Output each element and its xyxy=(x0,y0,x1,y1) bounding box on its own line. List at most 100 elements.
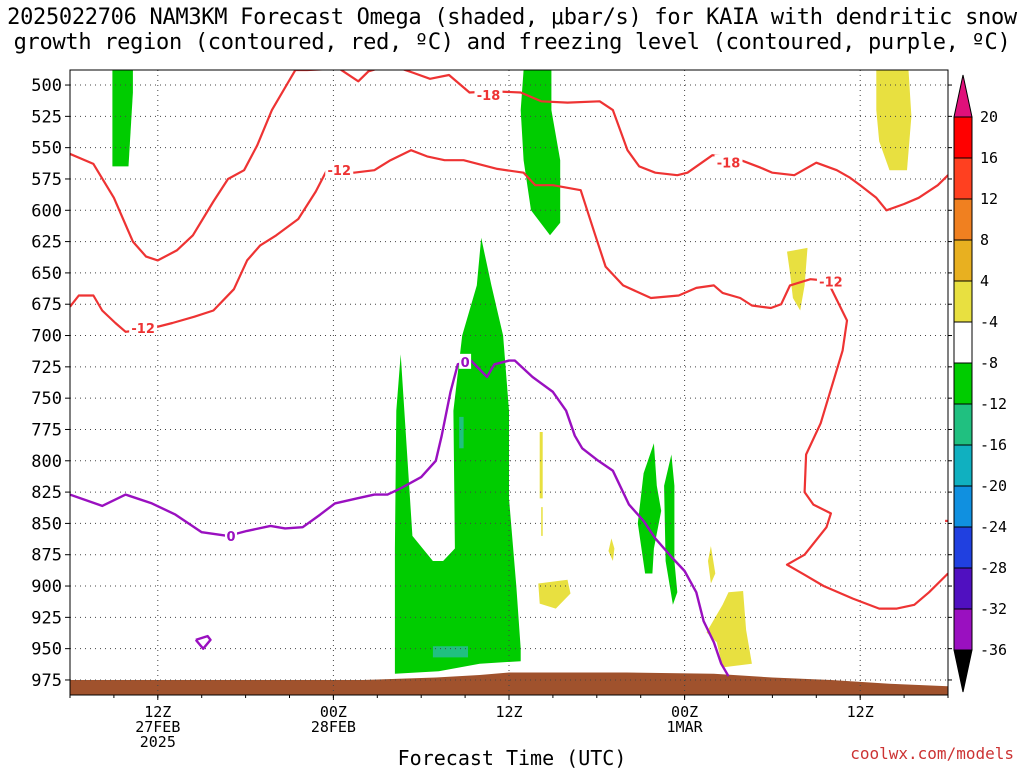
x-tick-label-42-1: 1MAR xyxy=(667,718,704,736)
colorbar-band-0 xyxy=(953,116,973,159)
colorbar-label-1: 16 xyxy=(980,149,998,167)
colorbar-band-12 xyxy=(953,608,973,651)
omega-region-0 xyxy=(112,70,133,167)
colorbar-band-1 xyxy=(953,157,973,200)
contour-label-bg-2 xyxy=(325,162,354,178)
x-tick-label-42-0: 00Z xyxy=(671,703,698,721)
omega-region-3 xyxy=(637,443,662,574)
contour-label-bg-6 xyxy=(224,527,237,543)
x-tick-label-6-0: 12Z xyxy=(144,703,171,721)
colorbar-band-2 xyxy=(953,198,973,241)
x-axis-title: Forecast Time (UTC) xyxy=(397,746,627,770)
omega-region-5 xyxy=(459,416,464,449)
y-tick-label-575: 575 xyxy=(31,170,62,190)
y-tick-label-650: 650 xyxy=(31,264,62,284)
x-tick-label-6-1: 27FEB xyxy=(135,718,180,736)
colorbar-band-8 xyxy=(953,444,973,487)
colorbar-band-6 xyxy=(953,362,973,405)
contour-label-bg-0 xyxy=(474,87,503,103)
y-tick-label-950: 950 xyxy=(31,640,62,660)
omega-shading-layer xyxy=(112,70,912,674)
contour-label-bg-4 xyxy=(816,273,845,289)
colorbar-label-0: 20 xyxy=(980,108,998,126)
y-tick-label-725: 725 xyxy=(31,358,62,378)
freezing-level-line-1 xyxy=(194,634,212,650)
contour-label-bg-5 xyxy=(459,353,472,369)
y-tick-label-900: 900 xyxy=(31,577,62,597)
contour-label-layer: -18 -18 -12 -12 -12 0 0 xyxy=(129,87,845,545)
colorbar-label-2: 12 xyxy=(980,190,998,208)
y-tick-label-975: 975 xyxy=(31,671,62,691)
omega-region-13 xyxy=(708,546,716,584)
y-tick-label-675: 675 xyxy=(31,295,62,315)
y-tick-label-825: 825 xyxy=(31,483,62,503)
omega-region-12 xyxy=(608,538,615,561)
y-tick-label-775: 775 xyxy=(31,420,62,440)
omega-region-9 xyxy=(539,432,543,499)
omega-region-14 xyxy=(706,591,752,668)
colorbar-label-8: -16 xyxy=(980,436,1007,454)
colorbar-label-9: -20 xyxy=(980,477,1007,495)
y-tick-label-525: 525 xyxy=(31,107,62,127)
colorbar-band-10 xyxy=(953,526,973,569)
colorbar-band-11 xyxy=(953,567,973,610)
colorbar-band-9 xyxy=(953,485,973,528)
omega-region-2 xyxy=(394,237,521,674)
contour-label-0: -18 xyxy=(477,89,501,104)
grid-layer xyxy=(70,70,948,695)
y-tick-label-925: 925 xyxy=(31,608,62,628)
colorbar-label-4: 4 xyxy=(980,272,989,290)
colorbar-label-11: -28 xyxy=(980,559,1007,577)
credit-text: coolwx.com/models xyxy=(850,744,1014,763)
colorbar: 20 16 12 8 4 -4 -8 -12 -16 -20 -24 -28 -32 -36 xyxy=(953,74,1007,693)
y-tick-label-850: 850 xyxy=(31,514,62,534)
omega-region-10 xyxy=(541,507,543,536)
y-axis: 500 525 550 575 600 625 650 675 700 725 750 775 800 8… xyxy=(31,76,952,691)
contour-label-3: -12 xyxy=(131,322,155,337)
terrain-layer xyxy=(70,672,948,695)
y-tick-label-875: 875 xyxy=(31,546,62,566)
y-tick-label-750: 750 xyxy=(31,389,62,409)
colorbar-band-3 xyxy=(953,239,973,282)
y-tick-label-550: 550 xyxy=(31,139,62,159)
omega-region-1 xyxy=(520,70,561,236)
dgz-isotherm-0 xyxy=(70,70,297,262)
x-tick-label-18-0: 00Z xyxy=(320,703,347,721)
colorbar-label-5: -4 xyxy=(980,313,998,331)
contour-label-2: -12 xyxy=(328,164,352,179)
dgz-isotherm-1 xyxy=(295,70,948,212)
colorbar-label-12: -32 xyxy=(980,600,1007,618)
omega-region-4 xyxy=(664,454,678,605)
colorbar-label-6: -8 xyxy=(980,354,998,372)
colorbar-label-7: -12 xyxy=(980,395,1007,413)
omega-region-11 xyxy=(538,579,571,609)
colorbar-label-10: -24 xyxy=(980,518,1007,536)
colorbar-top-arrow xyxy=(953,74,973,118)
y-tick-label-625: 625 xyxy=(31,233,62,253)
contour-label-bg-1 xyxy=(714,154,743,170)
contour-label-5: 0 xyxy=(461,356,470,371)
colorbar-band-5 xyxy=(953,321,973,364)
dgz-isotherm-2 xyxy=(70,149,948,610)
colorbar-label-13: -36 xyxy=(980,641,1007,659)
chart-title-line-1: 2025022706 NAM3KM Forecast Omega (shaded… xyxy=(7,5,1017,30)
omega-region-7 xyxy=(876,70,912,171)
x-tick-label-6-2: 2025 xyxy=(140,733,176,751)
colorbar-band-4 xyxy=(953,280,973,323)
x-tick-label-54-0: 12Z xyxy=(847,703,874,721)
contour-label-bg-3 xyxy=(129,320,158,336)
y-tick-label-800: 800 xyxy=(31,452,62,472)
contour-label-1: -18 xyxy=(717,157,741,172)
colorbar-band-7 xyxy=(953,403,973,446)
omega-region-6 xyxy=(432,646,468,658)
colorbar-bottom-arrow xyxy=(953,649,973,693)
contour-label-4: -12 xyxy=(819,276,843,291)
contour-label-6: 0 xyxy=(226,530,235,545)
colorbar-label-3: 8 xyxy=(980,231,989,249)
terrain-fill xyxy=(70,672,948,695)
omega-region-8 xyxy=(787,247,808,311)
y-tick-label-700: 700 xyxy=(31,327,62,347)
y-tick-label-600: 600 xyxy=(31,201,62,221)
